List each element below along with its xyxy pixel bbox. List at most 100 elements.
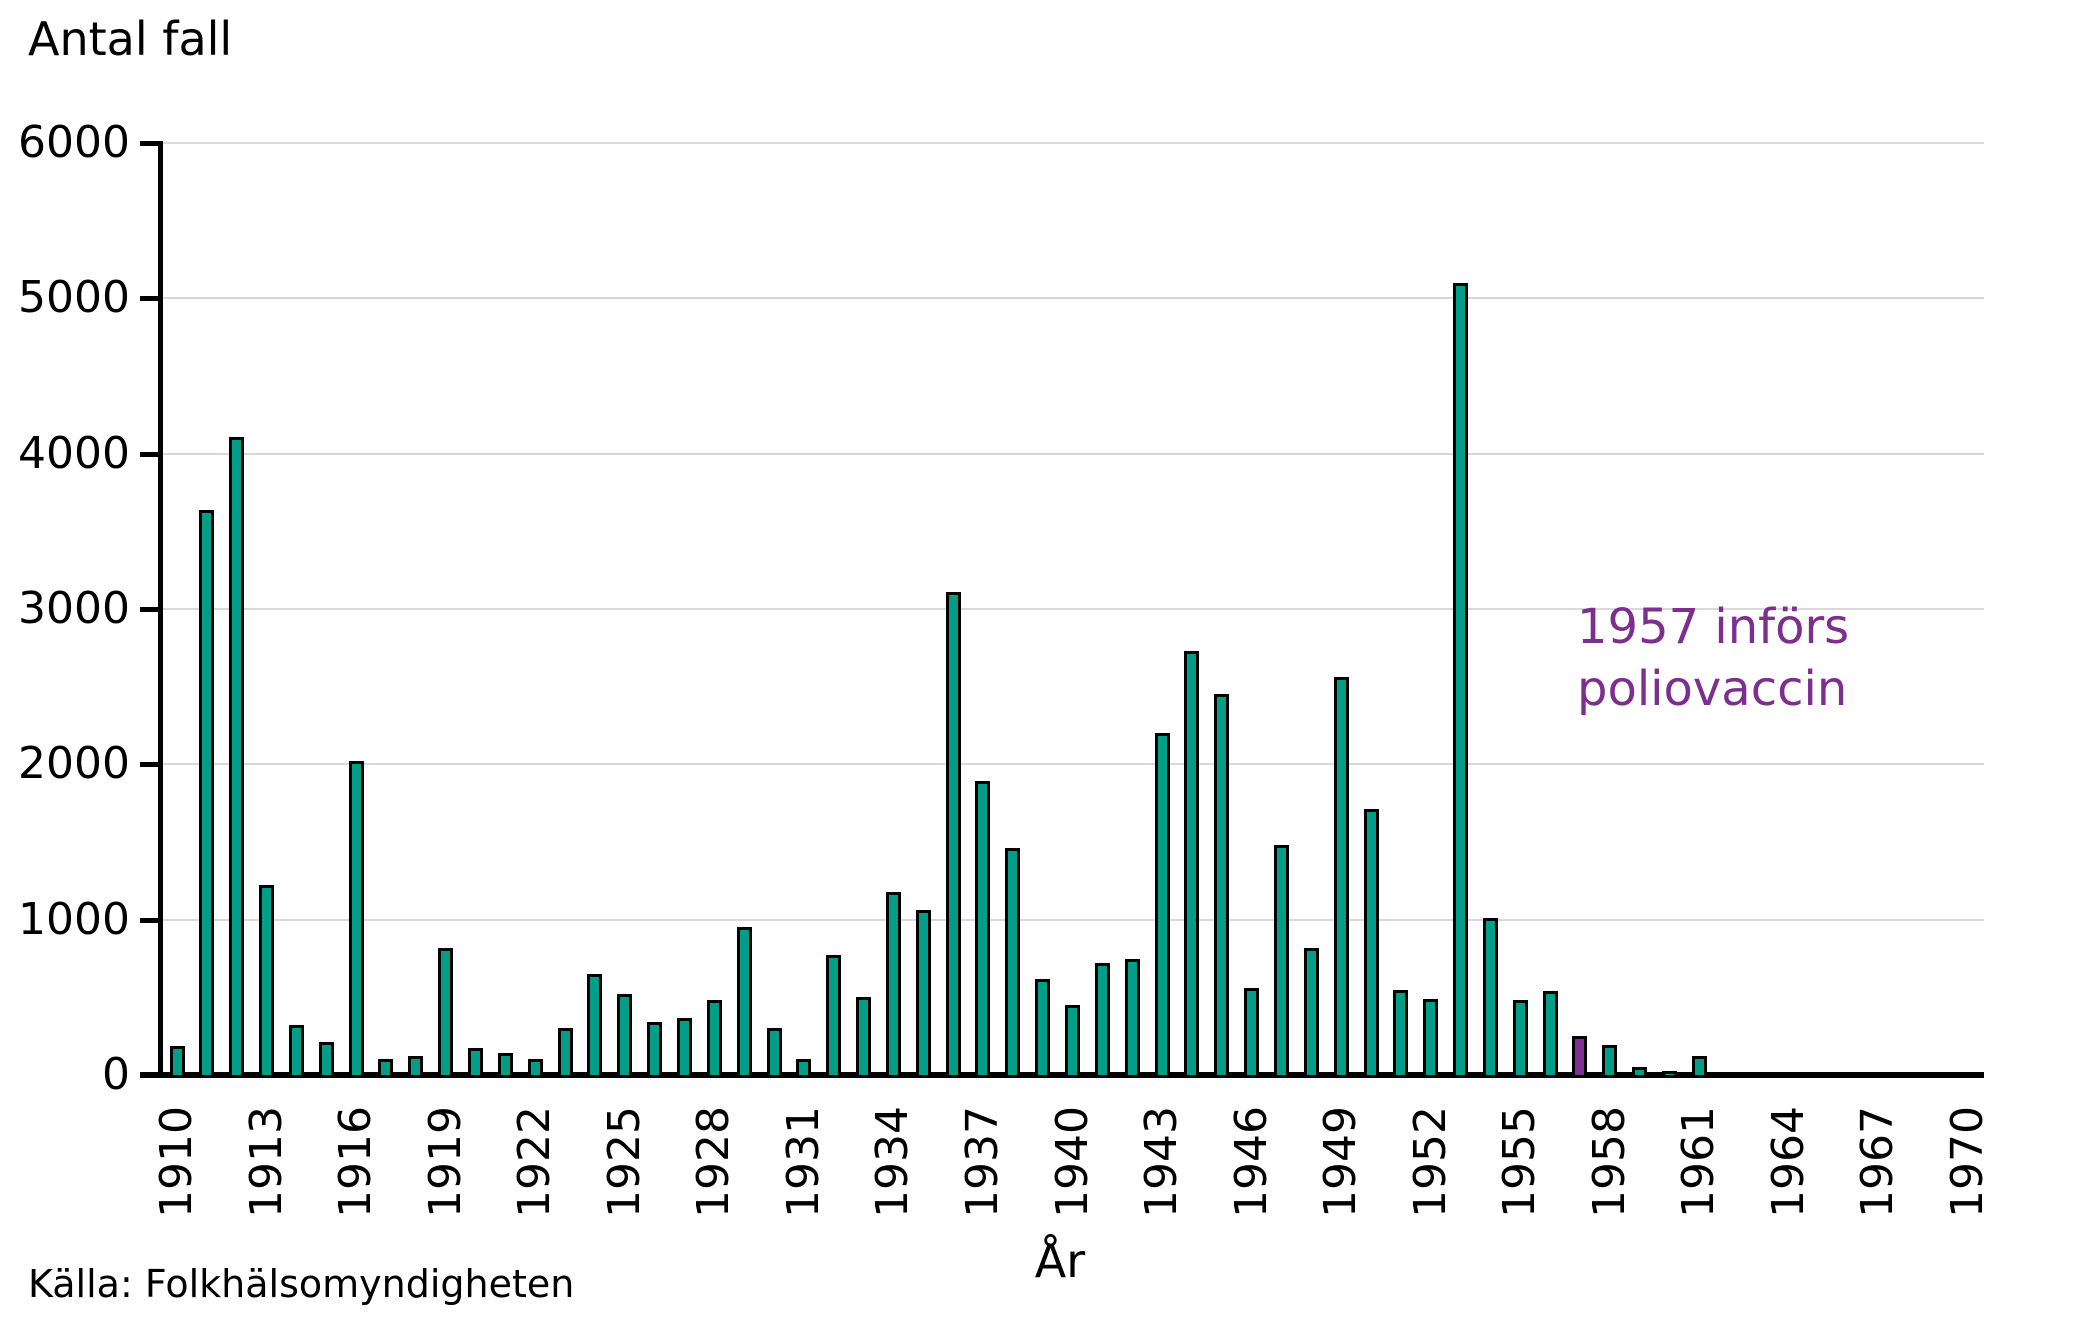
bar-1951 <box>1393 990 1408 1075</box>
x-axis-label-1952: 1952 <box>1405 1106 1456 1218</box>
bar-1925 <box>617 994 632 1075</box>
bar-1924 <box>587 974 602 1075</box>
bar-1915 <box>319 1042 334 1075</box>
bar-1920 <box>468 1048 483 1075</box>
bar-1928 <box>707 1000 722 1075</box>
bar-1911 <box>199 510 214 1075</box>
bar-1961 <box>1692 1056 1707 1075</box>
x-axis-label-1913: 1913 <box>241 1106 292 1218</box>
bar-1958 <box>1602 1045 1617 1075</box>
y-tick-6000 <box>140 141 160 146</box>
bar-1954 <box>1483 918 1498 1075</box>
y-axis-label-2000: 2000 <box>18 738 130 790</box>
y-axis-label-0: 0 <box>102 1049 130 1100</box>
bar-1956 <box>1543 991 1558 1075</box>
y-axis-title: Antal fall <box>28 12 233 66</box>
gridline-4000 <box>163 452 1984 455</box>
gridline-6000 <box>163 142 1984 144</box>
x-axis-label-1955: 1955 <box>1494 1106 1545 1218</box>
x-axis-label-1916: 1916 <box>330 1106 381 1218</box>
bar-1935 <box>916 910 931 1075</box>
bar-1969 <box>1931 1073 1946 1076</box>
bar-1942 <box>1125 959 1140 1075</box>
bar-1931 <box>796 1059 811 1075</box>
x-axis-label-1931: 1931 <box>778 1106 829 1218</box>
x-axis-title: År <box>1034 1234 1086 1288</box>
bar-1962 <box>1722 1073 1737 1076</box>
bar-1967 <box>1871 1073 1886 1076</box>
bar-1921 <box>498 1053 513 1075</box>
bar-1965 <box>1811 1073 1826 1076</box>
x-axis-label-1967: 1967 <box>1852 1106 1903 1218</box>
bar-1930 <box>767 1028 782 1075</box>
bar-1939 <box>1035 979 1050 1075</box>
x-axis-line <box>140 1072 1984 1078</box>
bar-1922 <box>528 1059 543 1075</box>
bar-1952 <box>1423 999 1438 1075</box>
bar-1944 <box>1184 651 1199 1075</box>
bar-1943 <box>1155 733 1170 1075</box>
gridline-5000 <box>163 297 1984 300</box>
bar-1946 <box>1244 988 1259 1075</box>
bar-1933 <box>856 997 871 1075</box>
y-tick-3000 <box>140 607 160 612</box>
bar-1934 <box>886 892 901 1075</box>
bar-1950 <box>1364 809 1379 1075</box>
bar-1960 <box>1662 1071 1677 1075</box>
bar-1947 <box>1274 845 1289 1075</box>
x-axis-label-1964: 1964 <box>1763 1106 1814 1218</box>
x-axis-label-1970: 1970 <box>1942 1106 1993 1218</box>
bar-1914 <box>289 1025 304 1075</box>
bar-1957 <box>1572 1036 1587 1075</box>
gridline-1000 <box>163 918 1984 921</box>
x-axis-label-1919: 1919 <box>420 1106 471 1218</box>
bar-1949 <box>1334 677 1349 1075</box>
bar-1964 <box>1781 1073 1796 1076</box>
x-axis-label-1910: 1910 <box>151 1106 202 1218</box>
y-axis-label-5000: 5000 <box>18 272 130 324</box>
bar-1963 <box>1752 1073 1767 1076</box>
bar-1937 <box>975 781 990 1075</box>
x-axis-label-1943: 1943 <box>1136 1106 1187 1218</box>
x-axis-label-1949: 1949 <box>1315 1106 1366 1218</box>
bar-1918 <box>408 1056 423 1075</box>
bar-1913 <box>259 885 274 1075</box>
y-axis-label-4000: 4000 <box>18 427 130 479</box>
bar-1923 <box>558 1028 573 1075</box>
bar-1916 <box>349 761 364 1075</box>
bar-1910 <box>170 1046 185 1075</box>
source-note: Källa: Folkhälsomyndigheten <box>28 1262 575 1306</box>
bar-1953 <box>1453 283 1468 1075</box>
vaccine-annotation-line2: poliovaccin <box>1577 661 1848 717</box>
bar-1938 <box>1005 848 1020 1075</box>
bar-1929 <box>737 927 752 1075</box>
x-axis-label-1937: 1937 <box>957 1106 1008 1218</box>
y-axis-line <box>158 141 163 1078</box>
bar-1932 <box>826 955 841 1075</box>
y-tick-4000 <box>140 451 160 457</box>
x-axis-label-1961: 1961 <box>1673 1106 1724 1218</box>
bar-1917 <box>378 1059 393 1075</box>
bar-1945 <box>1214 694 1229 1075</box>
bar-1927 <box>677 1018 692 1075</box>
bar-1966 <box>1841 1073 1856 1076</box>
x-axis-label-1922: 1922 <box>509 1106 560 1218</box>
x-axis-label-1946: 1946 <box>1226 1106 1277 1218</box>
bar-1912 <box>229 437 244 1075</box>
y-tick-2000 <box>140 762 160 768</box>
y-axis-label-1000: 1000 <box>18 893 130 945</box>
bar-1940 <box>1065 1005 1080 1075</box>
x-axis-label-1958: 1958 <box>1584 1106 1635 1218</box>
vaccine-annotation: 1957 införs poliovaccin <box>1577 596 1849 720</box>
y-axis-label-6000: 6000 <box>18 117 130 168</box>
bar-1959 <box>1632 1067 1647 1075</box>
y-axis-label-3000: 3000 <box>18 583 130 634</box>
bar-1948 <box>1304 948 1319 1075</box>
bar-1941 <box>1095 963 1110 1075</box>
x-axis-label-1925: 1925 <box>599 1106 650 1218</box>
y-tick-1000 <box>140 917 160 923</box>
vaccine-annotation-line1: 1957 införs <box>1577 599 1850 655</box>
bar-1919 <box>438 948 453 1075</box>
y-tick-5000 <box>140 296 160 302</box>
